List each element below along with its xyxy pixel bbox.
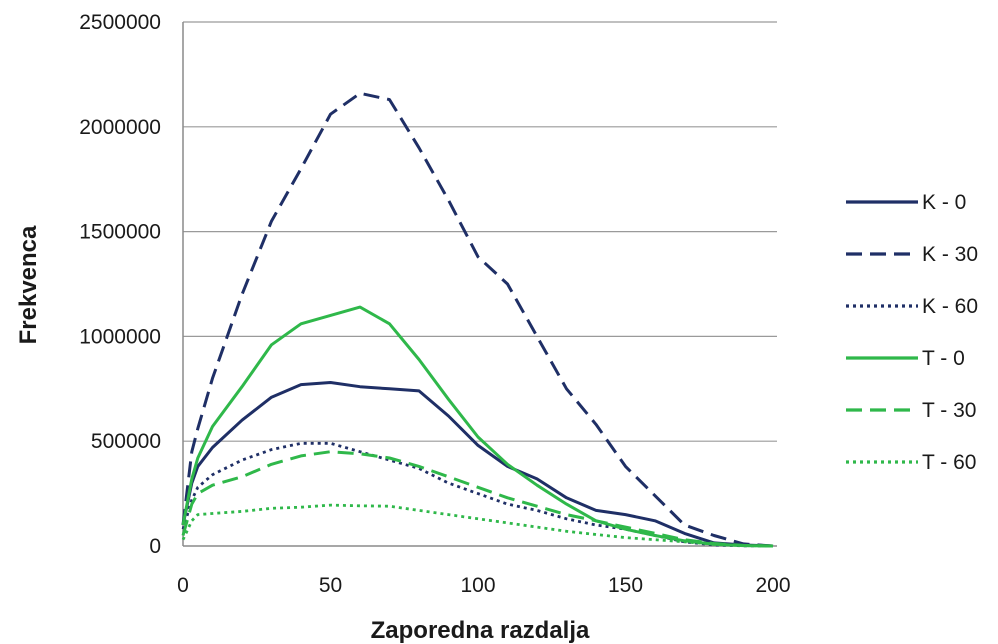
x-tick-label: 100 — [460, 574, 495, 597]
legend-label: T - 0 — [922, 347, 965, 370]
legend-label: T - 60 — [922, 451, 976, 474]
legend-label: K - 60 — [922, 295, 978, 318]
series-line-k-0 — [181, 381, 774, 548]
y-tick-label: 0 — [149, 535, 161, 558]
series-line-t-0 — [181, 305, 774, 548]
x-tick-label: 200 — [755, 574, 790, 597]
series-line-k-30 — [181, 91, 774, 548]
y-tick-label: 2000000 — [79, 116, 161, 139]
x-tick-label: 150 — [608, 574, 643, 597]
legend-label: K - 30 — [922, 243, 978, 266]
legend-label: K - 0 — [922, 191, 966, 214]
series-line-t-30 — [181, 450, 774, 548]
x-tick-label: 0 — [177, 574, 189, 597]
y-tick-label: 1500000 — [79, 221, 161, 244]
y-axis-title: Frekvenca — [15, 225, 42, 344]
x-axis-tick-labels: 0 50 100 150 200 — [177, 574, 790, 597]
series-line-t-60 — [181, 503, 774, 548]
legend-label: T - 30 — [922, 399, 976, 422]
gridlines — [183, 21, 777, 442]
series-line-k-60 — [181, 441, 774, 548]
legend: K - 0 K - 30 K - 60 T - 0 T - 30 T - 60 — [846, 191, 978, 474]
y-tick-label: 2500000 — [79, 11, 161, 34]
x-tick-label: 50 — [319, 574, 342, 597]
y-tick-label: 500000 — [91, 430, 161, 453]
series-lines — [181, 91, 774, 548]
y-tick-label: 1000000 — [79, 325, 161, 348]
y-axis-tick-labels: 0 500000 1000000 1500000 2000000 2500000 — [79, 11, 161, 558]
x-axis-title: Zaporedna razdalja — [371, 617, 590, 644]
